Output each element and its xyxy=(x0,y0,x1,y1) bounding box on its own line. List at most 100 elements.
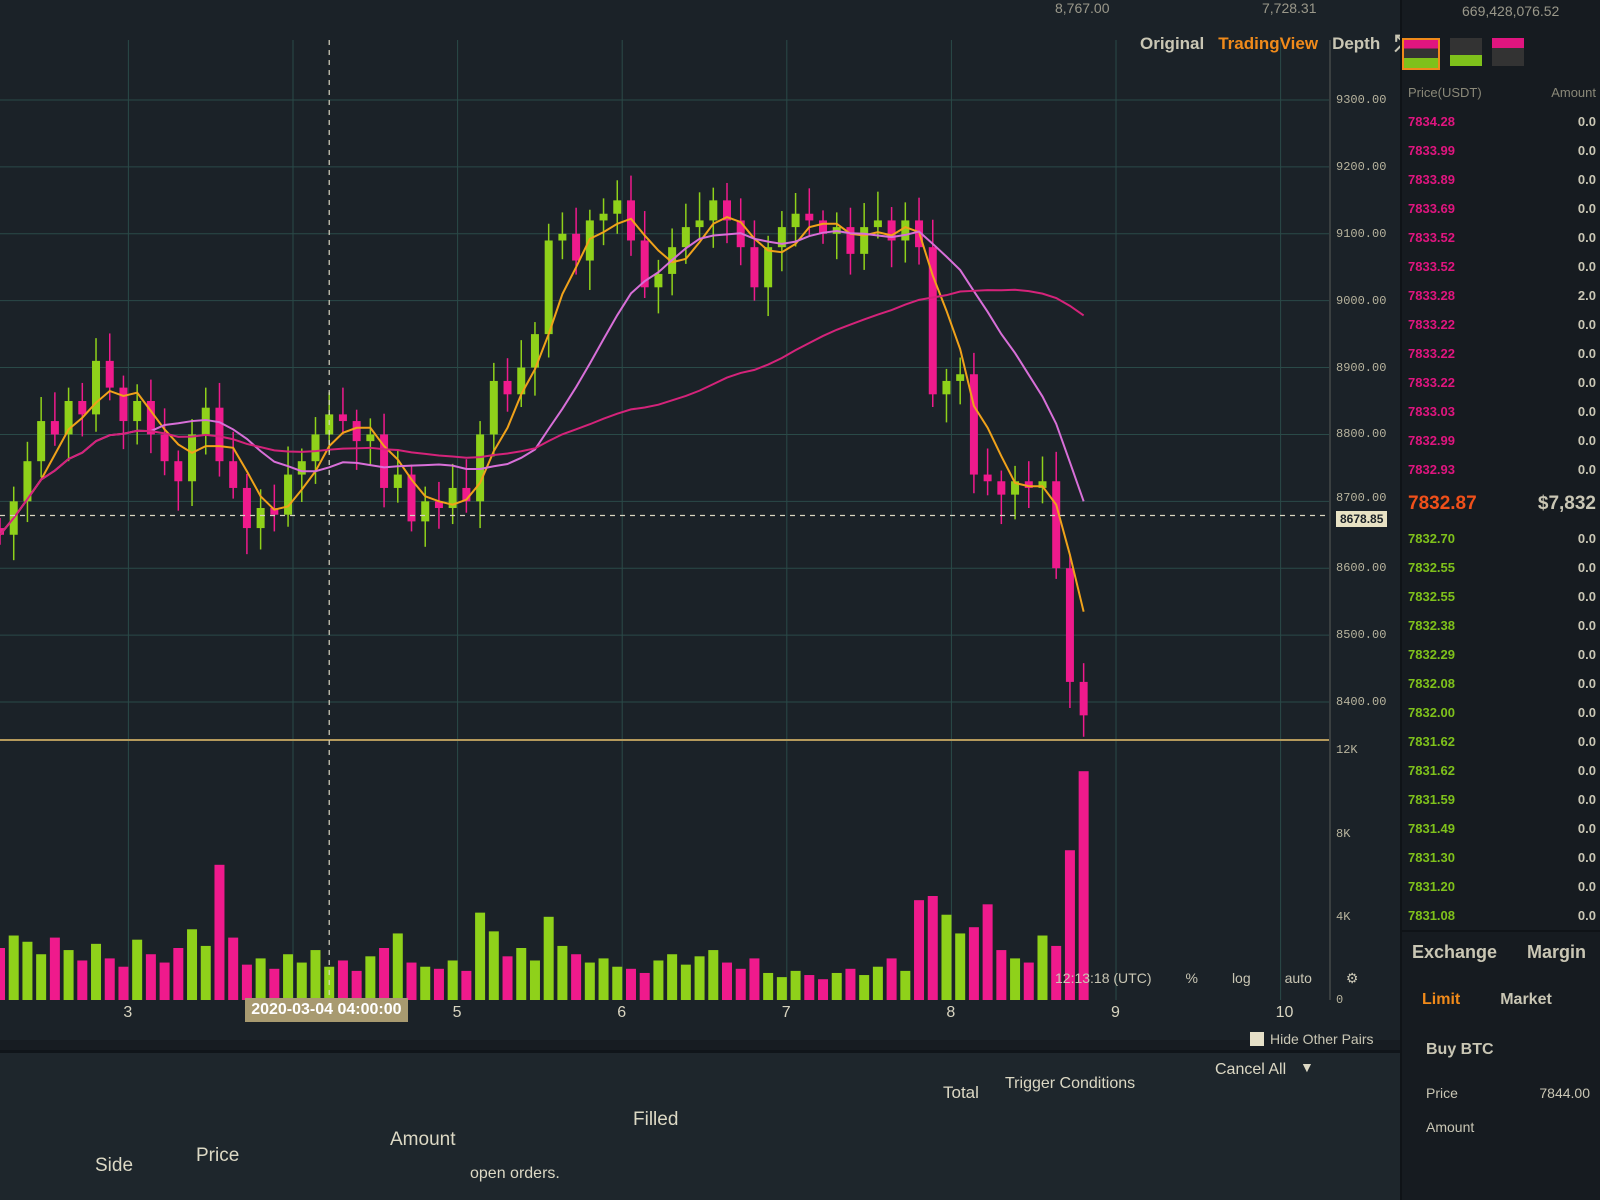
volume-bar xyxy=(941,914,952,1000)
bid-row[interactable]: 7832.55 0.0 xyxy=(1402,582,1600,611)
depth-tab[interactable]: Depth xyxy=(1332,34,1381,53)
percent-toggle[interactable]: % xyxy=(1185,970,1198,986)
stat-total-volume: 669,428,076.52 xyxy=(1462,3,1560,19)
bids-view-icon[interactable] xyxy=(1450,38,1482,66)
candle-up xyxy=(901,220,910,241)
asks-view-icon[interactable] xyxy=(1492,38,1524,66)
bid-row[interactable]: 7832.08 0.0 xyxy=(1402,669,1600,698)
header-total: Total xyxy=(943,1083,979,1102)
price-tick-label: 8900.00 xyxy=(1336,360,1387,375)
price-tick-label: 8500.00 xyxy=(1336,628,1387,643)
volume-tick-label: 4K xyxy=(1336,909,1351,924)
bid-price: 7831.08 xyxy=(1408,908,1455,923)
cancel-all-dropdown-icon[interactable]: ▼ xyxy=(1300,1059,1314,1075)
ask-row[interactable]: 7833.28 2.0 xyxy=(1402,281,1600,310)
ask-row[interactable]: 7833.52 0.0 xyxy=(1402,223,1600,252)
hide-other-pairs-checkbox[interactable]: Hide Other Pairs xyxy=(1250,1031,1373,1047)
ask-row[interactable]: 7833.69 0.0 xyxy=(1402,194,1600,223)
bid-row[interactable]: 7831.62 0.0 xyxy=(1402,727,1600,756)
bid-row[interactable]: 7831.49 0.0 xyxy=(1402,814,1600,843)
amount-field-label: Amount xyxy=(1426,1119,1475,1135)
ask-amount: 0.0 xyxy=(1577,114,1596,129)
price-field-value[interactable]: 7844.00 xyxy=(1539,1085,1590,1101)
volume-bar xyxy=(818,979,829,1000)
ask-row[interactable]: 7833.22 0.0 xyxy=(1402,368,1600,397)
price-field-label: Price xyxy=(1426,1085,1458,1101)
mid-price-usd: $7,832 xyxy=(1537,493,1596,514)
log-toggle[interactable]: log xyxy=(1231,970,1251,986)
settings-icon[interactable]: ⚙ xyxy=(1345,970,1359,986)
bid-row[interactable]: 7831.20 0.0 xyxy=(1402,872,1600,901)
volume-bar xyxy=(776,977,787,1000)
volume-bar xyxy=(914,900,925,1000)
checkbox-icon[interactable] xyxy=(1250,1032,1264,1046)
candle-down xyxy=(572,233,581,261)
chart-footer: 12:13:18 (UTC) % log auto ⚙ xyxy=(1055,970,1358,987)
time-tick-label: 7 xyxy=(781,1004,791,1021)
volume-bar xyxy=(886,958,897,1000)
tradingview-tab[interactable]: TradingView xyxy=(1218,34,1319,53)
volume-bar xyxy=(639,972,650,1000)
bid-price: 7831.30 xyxy=(1408,850,1455,865)
ask-row[interactable]: 7833.52 0.0 xyxy=(1402,252,1600,281)
ask-row[interactable]: 7834.28 0.0 xyxy=(1402,107,1600,136)
ask-row[interactable]: 7832.93 0.0 xyxy=(1402,455,1600,484)
candle-up xyxy=(421,501,430,522)
margin-tab[interactable]: Margin xyxy=(1527,942,1587,962)
bid-price: 7831.20 xyxy=(1408,879,1455,894)
bid-row[interactable]: 7832.70 0.0 xyxy=(1402,524,1600,553)
cancel-all-button[interactable]: Cancel All xyxy=(1215,1061,1287,1078)
candle-down xyxy=(1079,681,1088,716)
both-sides-view-icon[interactable] xyxy=(1402,38,1440,70)
original-tab[interactable]: Original xyxy=(1140,34,1205,53)
bid-row[interactable]: 7831.08 0.0 xyxy=(1402,901,1600,930)
ask-row[interactable]: 7833.99 0.0 xyxy=(1402,136,1600,165)
ask-row[interactable]: 7833.03 0.0 xyxy=(1402,397,1600,426)
ask-row[interactable]: 7833.22 0.0 xyxy=(1402,310,1600,339)
volume-bar xyxy=(543,916,554,1000)
bid-row[interactable]: 7832.29 0.0 xyxy=(1402,640,1600,669)
auto-toggle[interactable]: auto xyxy=(1284,970,1312,986)
bid-row[interactable]: 7831.59 0.0 xyxy=(1402,785,1600,814)
candle-down xyxy=(983,474,992,482)
bid-amount: 0.0 xyxy=(1577,560,1596,575)
bid-row[interactable]: 7832.55 0.0 xyxy=(1402,553,1600,582)
bid-row[interactable]: 7831.62 0.0 xyxy=(1402,756,1600,785)
bid-row[interactable]: 7832.00 0.0 xyxy=(1402,698,1600,727)
ask-amount: 0.0 xyxy=(1577,404,1596,419)
order-book: 669,428,076.52 Price(USDT) Amount 7834.2… xyxy=(1400,0,1600,1200)
volume-bar xyxy=(900,970,911,1000)
ask-price: 7833.28 xyxy=(1408,288,1455,303)
candle-up xyxy=(654,273,663,288)
ask-row[interactable]: 7833.22 0.0 xyxy=(1402,339,1600,368)
volume-bar xyxy=(351,970,362,1000)
bid-row[interactable]: 7832.38 0.0 xyxy=(1402,611,1600,640)
exchange-tab[interactable]: Exchange xyxy=(1412,942,1498,962)
price-field[interactable]: Price 7844.00 xyxy=(1402,1073,1600,1113)
ask-row[interactable]: 7833.89 0.0 xyxy=(1402,165,1600,194)
market-tab[interactable]: Market xyxy=(1500,991,1552,1008)
candlestick-chart[interactable] xyxy=(0,0,1400,1040)
ma-mid-line xyxy=(0,229,1085,536)
volume-bar xyxy=(598,958,609,1000)
ask-price: 7834.28 xyxy=(1408,114,1455,129)
ask-price: 7832.99 xyxy=(1408,433,1455,448)
ask-amount: 0.0 xyxy=(1577,230,1596,245)
volume-bar xyxy=(241,964,252,1000)
bid-row[interactable]: 7831.30 0.0 xyxy=(1402,843,1600,872)
chart-area[interactable]: 8,767.00 7,728.31 Original TradingView D… xyxy=(0,0,1413,1040)
candle-up xyxy=(64,401,73,435)
volume-bar xyxy=(557,945,568,1000)
limit-tab[interactable]: Limit xyxy=(1422,991,1461,1008)
ask-amount: 0.0 xyxy=(1577,201,1596,216)
candle-up xyxy=(23,461,32,502)
bid-price: 7832.29 xyxy=(1408,647,1455,662)
volume-bar xyxy=(269,968,280,1000)
bid-price: 7832.55 xyxy=(1408,560,1455,575)
volume-bar xyxy=(845,968,856,1000)
candle-down xyxy=(50,421,59,435)
candle-up xyxy=(613,200,622,214)
volume-bar xyxy=(571,954,582,1000)
bid-amount: 0.0 xyxy=(1577,879,1596,894)
ask-row[interactable]: 7832.99 0.0 xyxy=(1402,426,1600,455)
